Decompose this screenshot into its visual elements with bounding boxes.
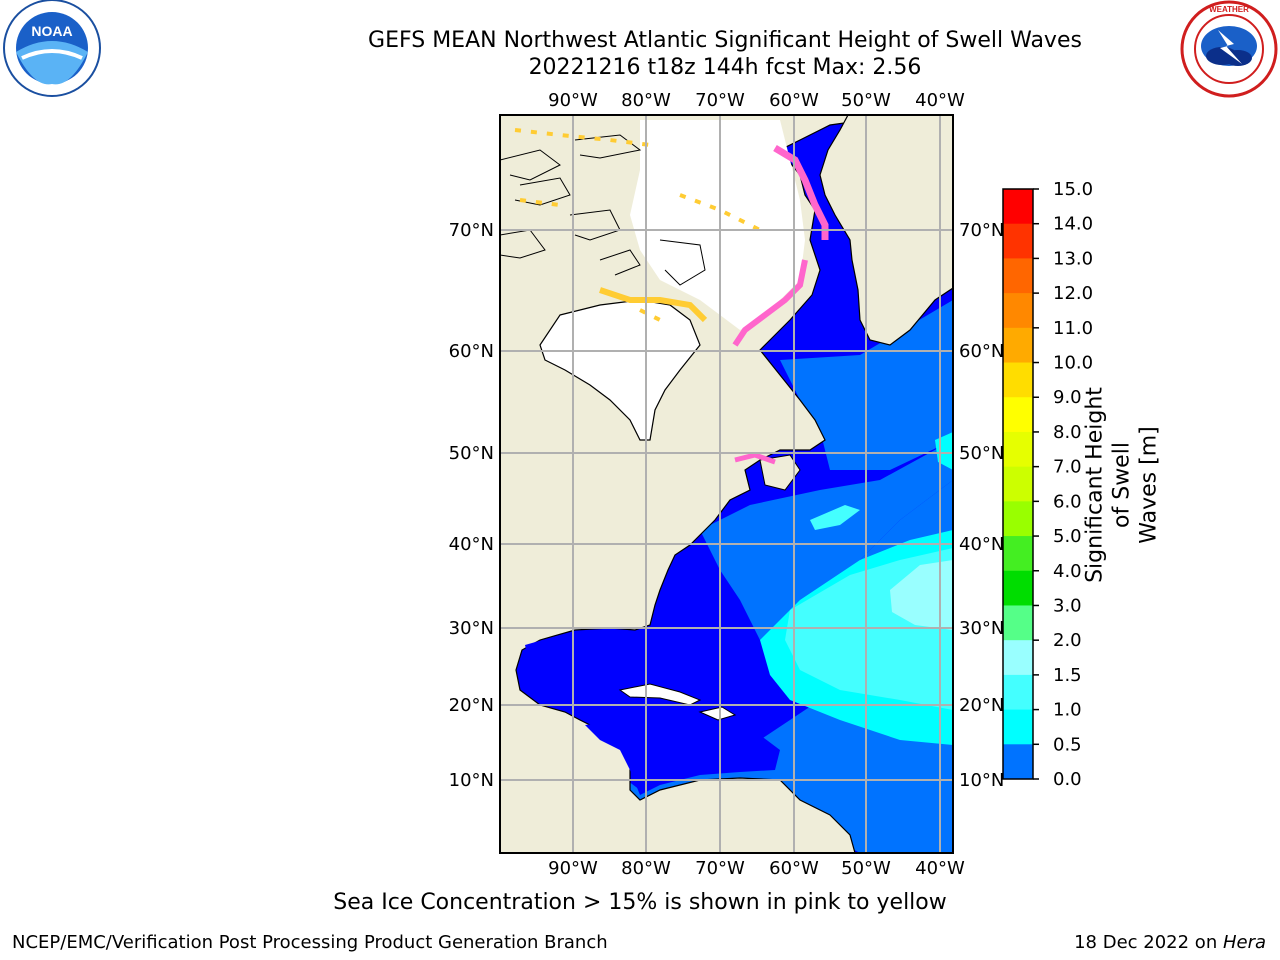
swell-band-0p5	[500, 480, 953, 853]
land-north-america	[500, 115, 953, 853]
sea-ice-caption: Sea Ice Concentration > 15% is shown in …	[333, 890, 947, 915]
nws-logo: WEATHER	[1180, 0, 1278, 98]
colorbar-cell	[1003, 293, 1033, 329]
sea-ice-margin-baffin	[773, 144, 829, 240]
colorbar-tick-label: 11.0	[1053, 318, 1093, 339]
colorbar-cell	[1003, 431, 1033, 468]
colorbar-tick-label: 3.0	[1053, 595, 1082, 616]
colorbar-cell	[1003, 189, 1033, 225]
footer-branch: NCEP/EMC/Verification Post Processing Pr…	[12, 932, 608, 953]
colorbar-cell	[1003, 501, 1033, 537]
colorbar-tick-label: 0.5	[1053, 734, 1082, 755]
swell-band-2p0	[890, 560, 953, 630]
lon-label-top: 40°W	[915, 90, 965, 111]
noaa-text: NOAA	[31, 23, 72, 39]
footer-date-text: 18 Dec 2022 on	[1074, 932, 1223, 953]
colorbar-cell	[1003, 397, 1033, 433]
noaa-logo: NOAA	[3, 0, 101, 97]
lat-label-left: 50°N	[449, 443, 494, 464]
gulf-of-mexico	[525, 632, 660, 702]
lat-label-right: 20°N	[959, 695, 1004, 716]
lat-label-left: 10°N	[449, 770, 494, 791]
sea-ice-arctic-specks	[514, 128, 761, 322]
colorbar-label-line1: Significant Height of Swell	[1082, 387, 1135, 583]
sea-ice-margin-labrador	[732, 259, 808, 347]
lat-label-left: 60°N	[449, 341, 494, 362]
island-hispaniola	[698, 706, 737, 721]
colorbar-tick-label: 14.0	[1053, 214, 1093, 235]
colorbar-tick-label: 1.5	[1053, 665, 1082, 686]
ice-arctic	[630, 120, 805, 330]
caribbean-sea	[585, 720, 780, 795]
lon-label-bottom: 50°W	[841, 858, 891, 879]
colorbar-cell	[1003, 744, 1033, 780]
lon-label-top: 70°W	[695, 90, 745, 111]
colorbar-frame	[1002, 188, 1034, 780]
island-newfoundland	[759, 454, 801, 491]
lon-label-bottom: 70°W	[695, 858, 745, 879]
lat-label-right: 70°N	[959, 220, 1004, 241]
colorbar-tick-label: 6.0	[1053, 491, 1082, 512]
footer-date: 18 Dec 2022 on Hera	[1074, 932, 1266, 953]
colorbar-cell	[1003, 223, 1033, 259]
colorbar-cell	[1003, 674, 1033, 711]
colorbar-tick-label: 4.0	[1053, 561, 1082, 582]
map-frame	[499, 114, 954, 854]
chart-title: GEFS MEAN Northwest Atlantic Significant…	[368, 28, 1082, 53]
colorbar-label-line2: Waves [m]	[1136, 426, 1162, 544]
colorbar-tick-label: 9.0	[1053, 387, 1082, 408]
colorbar-cell	[1003, 640, 1033, 676]
colorbar-tick-label: 7.0	[1053, 457, 1082, 478]
island-cuba	[618, 683, 702, 706]
colorbar-tick-label: 0.0	[1053, 769, 1082, 790]
colorbar-tick-label: 13.0	[1053, 248, 1093, 269]
lon-label-top: 90°W	[548, 90, 598, 111]
lat-label-right: 30°N	[959, 618, 1004, 639]
lat-label-right: 50°N	[959, 443, 1004, 464]
lat-label-right: 40°N	[959, 534, 1004, 555]
colorbar-cell	[1003, 327, 1033, 364]
sea-ice-margin-hudson	[599, 287, 708, 323]
colorbar-cell	[1003, 605, 1033, 641]
lon-label-bottom: 90°W	[548, 858, 598, 879]
colorbar-tick-label: 10.0	[1053, 353, 1093, 374]
colorbar-cell	[1003, 709, 1033, 745]
lat-label-right: 10°N	[959, 770, 1004, 791]
colorbar-tick-label: 5.0	[1053, 526, 1082, 547]
colorbar-cell	[1003, 362, 1033, 398]
lon-label-bottom: 60°W	[769, 858, 819, 879]
colorbar-label: Significant Height of Swell Waves [m]	[1082, 385, 1163, 585]
swell-patch-1p5	[810, 505, 860, 530]
colorbar-tick-label: 12.0	[1053, 283, 1093, 304]
lon-label-top: 50°W	[841, 90, 891, 111]
colorbar-cell	[1003, 466, 1033, 502]
colorbar-tick-label: 8.0	[1053, 422, 1082, 443]
colorbar-cell	[1003, 570, 1033, 606]
lat-label-left: 70°N	[449, 220, 494, 241]
svg-text:WEATHER: WEATHER	[1209, 5, 1249, 14]
ice-hudson-bay	[539, 299, 701, 441]
footer-machine: Hera	[1222, 932, 1266, 953]
chart-subtitle: 20221216 t18z 144h fcst Max: 2.56	[528, 55, 922, 80]
colorbar-tick-label: 15.0	[1053, 179, 1093, 200]
lat-label-right: 60°N	[959, 341, 1004, 362]
gridlines	[500, 115, 953, 853]
swell-band-0p5b	[700, 440, 953, 660]
lat-label-left: 20°N	[449, 695, 494, 716]
lon-label-bottom: 80°W	[621, 858, 671, 879]
colorbar-cell	[1003, 258, 1033, 294]
lon-label-top: 80°W	[621, 90, 671, 111]
lon-label-bottom: 40°W	[915, 858, 965, 879]
lon-label-top: 60°W	[769, 90, 819, 111]
colorbar-tick-label: 2.0	[1053, 630, 1082, 651]
colorbar-cell	[1003, 536, 1033, 572]
lat-label-left: 40°N	[449, 534, 494, 555]
sea-ice-margin-gulf-stlawrence	[734, 452, 776, 465]
lat-label-left: 30°N	[449, 618, 494, 639]
colorbar-tick-label: 1.0	[1053, 700, 1082, 721]
